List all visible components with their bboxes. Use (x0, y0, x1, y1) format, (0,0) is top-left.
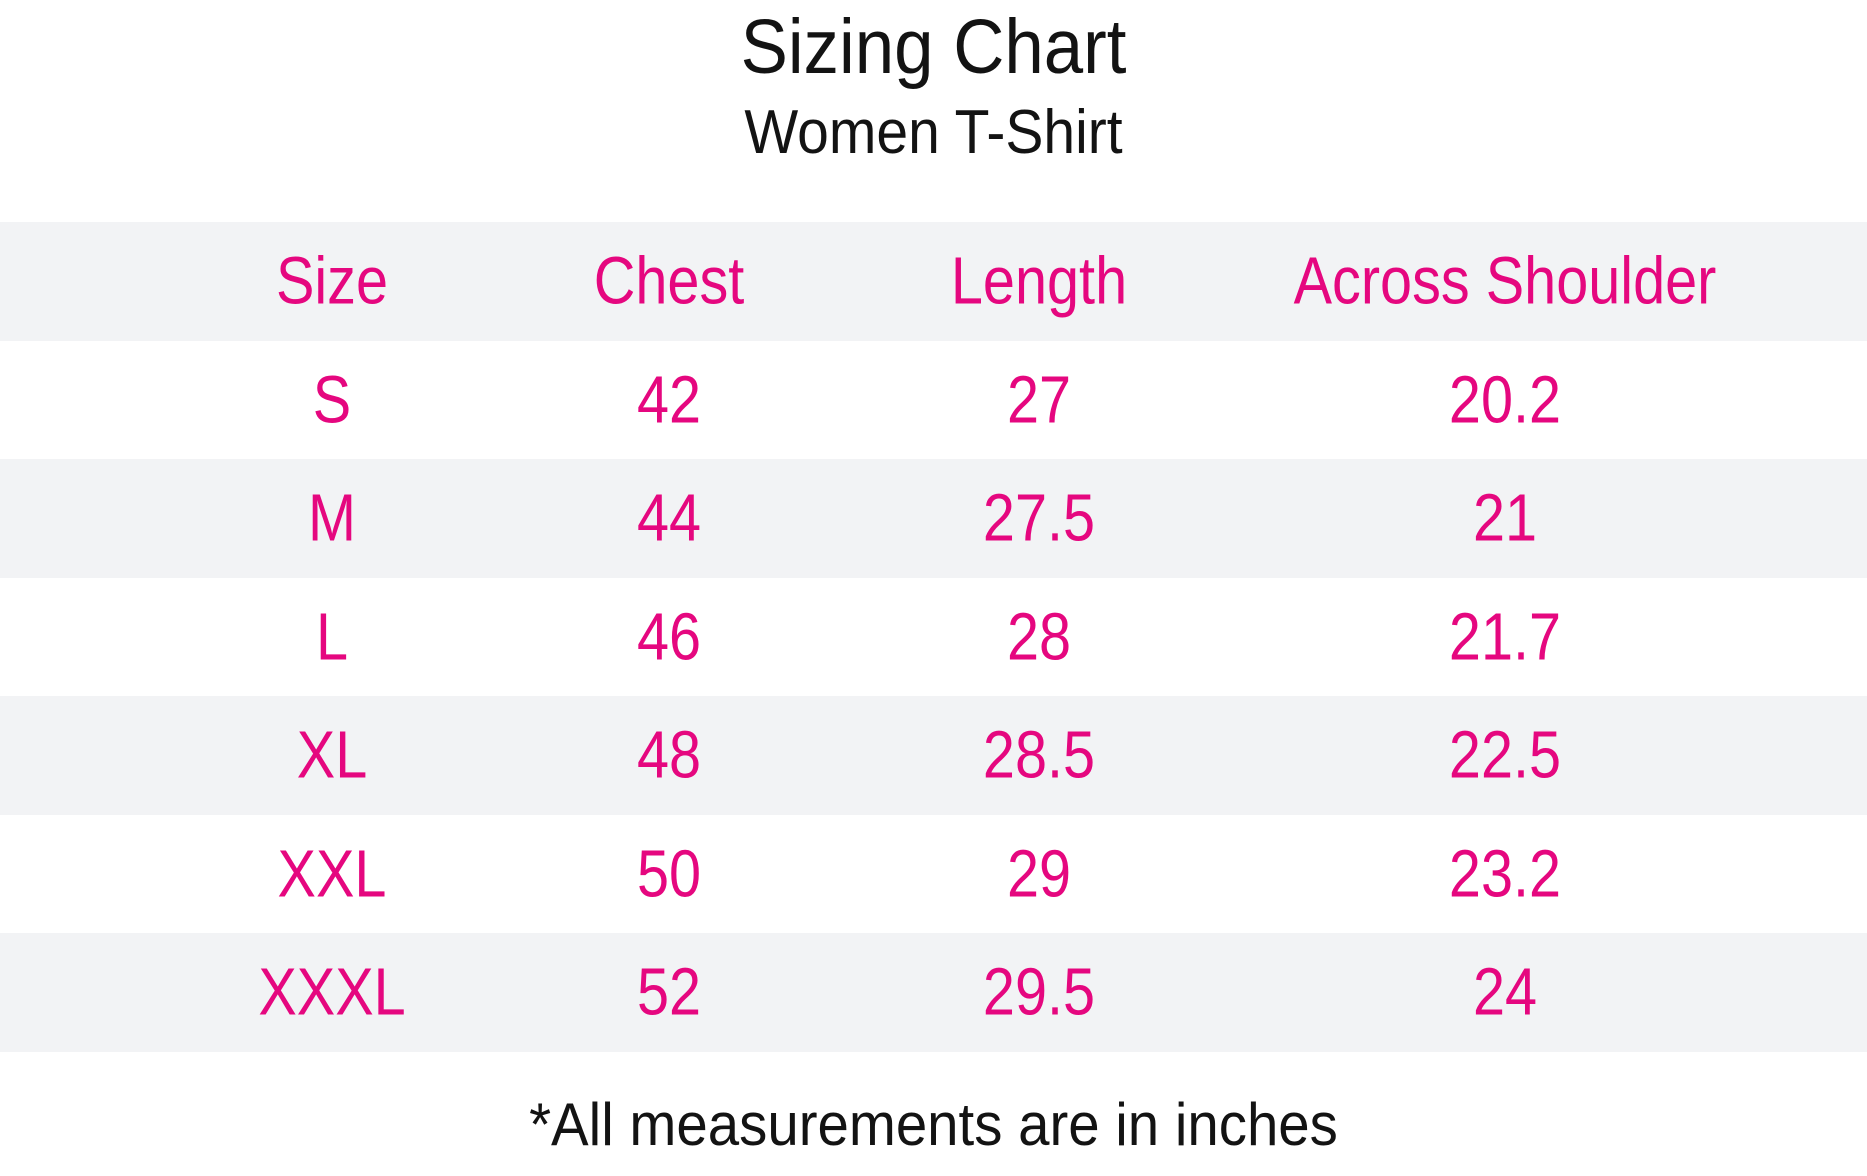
chest-cell: 52 (636, 954, 702, 1030)
length-cell: 29.5 (982, 954, 1096, 1030)
column-header-size: Size (275, 243, 389, 319)
length-cell: 27 (1006, 362, 1072, 438)
across-shoulder-cell: 22.5 (1448, 717, 1562, 793)
table-row-xl: XL 48 28.5 22.5 (0, 696, 1867, 815)
table-header-row: Size Chest Length Across Shoulder (0, 222, 1867, 341)
table-row-s: S 42 27 20.2 (0, 341, 1867, 460)
across-shoulder-cell: 23.2 (1448, 836, 1562, 912)
length-cell: 27.5 (982, 480, 1096, 556)
table-row-xxl: XXL 50 29 23.2 (0, 815, 1867, 934)
table-row-l: L 46 28 21.7 (0, 578, 1867, 697)
size-cell: M (308, 480, 356, 556)
chest-cell: 50 (636, 836, 702, 912)
across-shoulder-cell: 20.2 (1448, 362, 1562, 438)
length-cell: 28.5 (982, 717, 1096, 793)
table-row-m: M 44 27.5 21 (0, 459, 1867, 578)
page-subtitle: Women T-Shirt (744, 98, 1123, 167)
column-header-length: Length (950, 243, 1128, 319)
size-cell: XXL (277, 836, 387, 912)
measurements-footnote: *All measurements are in inches (529, 1091, 1338, 1158)
table-row-xxxl: XXXL 52 29.5 24 (0, 933, 1867, 1052)
page-title: Sizing Chart (740, 4, 1127, 90)
length-cell: 28 (1006, 599, 1072, 675)
across-shoulder-cell: 21.7 (1448, 599, 1562, 675)
size-cell: S (312, 362, 352, 438)
across-shoulder-cell: 21 (1472, 480, 1538, 556)
chest-cell: 46 (636, 599, 702, 675)
sizing-table: Size Chest Length Across Shoulder S 42 2… (0, 222, 1867, 1052)
chest-cell: 48 (636, 717, 702, 793)
chest-cell: 44 (636, 480, 702, 556)
column-header-chest: Chest (593, 243, 745, 319)
length-cell: 29 (1006, 836, 1072, 912)
size-cell: XXXL (258, 954, 406, 1030)
across-shoulder-cell: 24 (1472, 954, 1538, 1030)
size-cell: XL (296, 717, 368, 793)
size-cell: L (315, 599, 349, 675)
column-header-across-shoulder: Across Shoulder (1293, 243, 1717, 319)
chest-cell: 42 (636, 362, 702, 438)
